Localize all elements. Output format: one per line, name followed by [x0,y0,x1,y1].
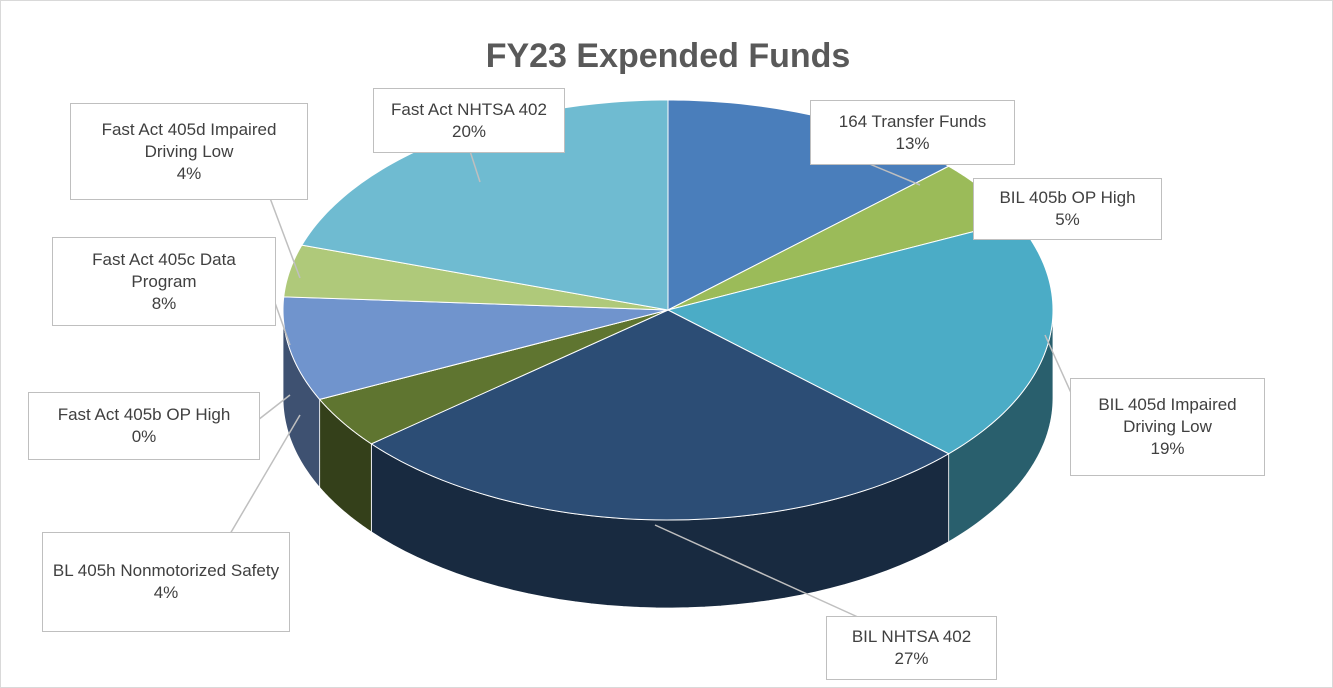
slice [370,309,950,521]
label-percent: 0% [131,427,157,446]
data-label: BIL 405b OP High 5% [973,178,1162,240]
data-label: BL 405h Nonmotorized Safety 4% [42,532,290,632]
data-label: Fast Act 405d Impaired Driving Low 4% [70,103,308,200]
label-percent: 5% [1055,210,1080,229]
data-label: BIL NHTSA 402 27% [826,616,997,680]
data-label: BIL 405d Impaired Driving Low 19% [1070,378,1265,476]
data-label: 164 Transfer Funds 13% [810,100,1015,165]
label-category: BL 405h Nonmotorized Safety [52,561,280,580]
label-category: Fast Act 405b OP High [57,405,231,424]
leader-line [257,394,291,421]
leader-line [273,299,291,346]
slice [282,296,669,400]
label-percent: 4% [176,163,202,183]
data-label: Fast Act NHTSA 402 20% [373,88,565,153]
leader-line [469,150,481,183]
label-category: Fast Act 405c Data Program [92,249,236,291]
label-category: BIL NHTSA 402 [851,627,972,646]
label-percent: 27% [894,649,929,668]
slice [283,244,669,311]
data-label: Fast Act 405c Data Program 8% [52,237,276,326]
label-category: Fast Act NHTSA 402 [391,99,547,119]
leader-line [654,524,861,619]
label-category: 164 Transfer Funds [838,111,987,131]
label-percent: 19% [1150,439,1185,458]
label-category: BIL 405d Impaired Driving Low [1098,395,1237,436]
slice [318,309,669,445]
leader-line [229,414,301,535]
label-percent: 13% [895,133,930,153]
leader-line [269,197,301,279]
data-label: Fast Act 405b OP High 0% [28,392,260,460]
label-percent: 8% [151,293,177,313]
label-percent: 4% [153,583,179,602]
label-percent: 20% [451,121,487,141]
leader-line [1044,334,1073,396]
label-category: Fast Act 405d Impaired Driving Low [101,119,277,161]
chart-title: FY23 Expended Funds [486,37,851,75]
label-category: BIL 405b OP High [999,188,1136,207]
